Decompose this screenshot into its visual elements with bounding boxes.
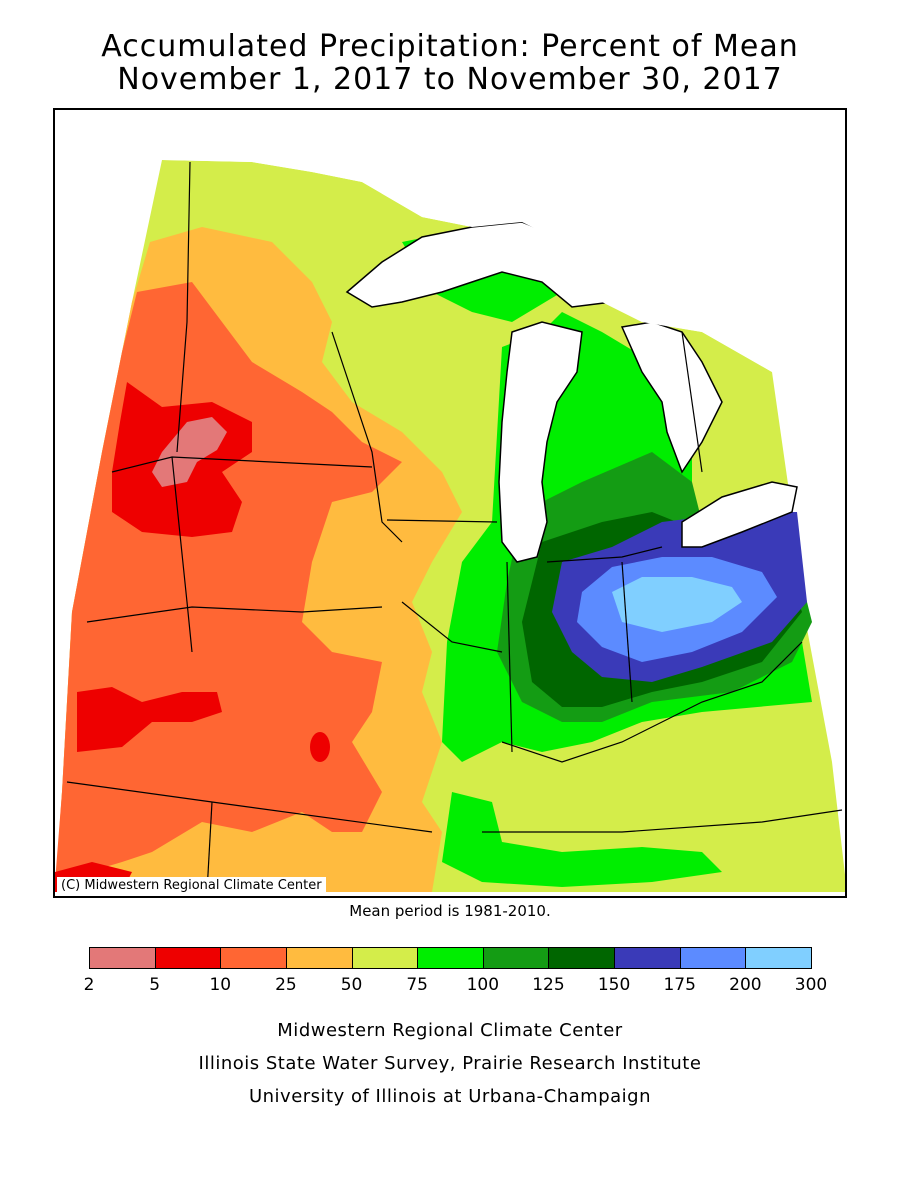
region-200-300 [612, 577, 742, 632]
copyright-label: (C) Midwestern Regional Climate Center [57, 877, 326, 894]
credit-line-1: Midwestern Regional Climate Center [277, 1020, 623, 1041]
legend-swatch-2-5 [89, 947, 156, 969]
legend-swatch-175-200 [679, 947, 747, 969]
map-title: Accumulated Precipitation: Percent of Me… [101, 29, 799, 64]
map-date-range: November 1, 2017 to November 30, 2017 [117, 62, 783, 97]
legend-swatch-75-100 [417, 947, 484, 969]
lake-michigan [498, 321, 583, 563]
credit-line-3: University of Illinois at Urbana-Champai… [248, 1086, 652, 1107]
legend-tick-label: 150 [597, 975, 631, 995]
legend-tick-label: 5 [149, 975, 161, 995]
legend-tick-label: 200 [729, 975, 762, 995]
legend-swatch-200-300 [745, 947, 812, 969]
lake-erie [681, 481, 798, 548]
map-canvas [55, 112, 845, 893]
legend-tick-label: 25 [275, 975, 297, 995]
legend-tick-label: 100 [466, 975, 500, 995]
legend-swatch-5-10 [154, 947, 222, 969]
legend-tick-label: 10 [209, 975, 232, 995]
state-borders [66, 161, 843, 893]
legend-tick-label: 125 [532, 975, 565, 995]
region-5-10-spot [310, 732, 330, 762]
mean-period-note: Mean period is 1981-2010. [349, 902, 551, 920]
legend-swatch-100-125 [482, 947, 550, 969]
credit-line-2: Illinois State Water Survey, Prairie Res… [198, 1053, 702, 1074]
legend-swatch-125-150 [548, 947, 616, 969]
legend-tick-label: 75 [406, 975, 428, 995]
legend-swatch-150-175 [614, 947, 681, 969]
precipitation-map: (C) Midwestern Regional Climate Center [53, 108, 847, 898]
region-2-5 [152, 417, 227, 487]
legend-tick-label: 2 [83, 975, 95, 995]
region-75-100-south [442, 792, 722, 887]
region-5-10-west [77, 687, 222, 752]
legend-swatch-10-25 [220, 947, 287, 969]
legend-tick-label: 300 [794, 975, 828, 995]
legend-tick-label: 175 [663, 975, 696, 995]
legend-swatch-50-75 [351, 947, 419, 969]
lake-superior [345, 221, 614, 308]
legend-swatch-25-50 [285, 947, 353, 969]
canada-area [55, 112, 845, 372]
color-legend [89, 947, 812, 969]
legend-tick-label: 50 [340, 975, 363, 995]
